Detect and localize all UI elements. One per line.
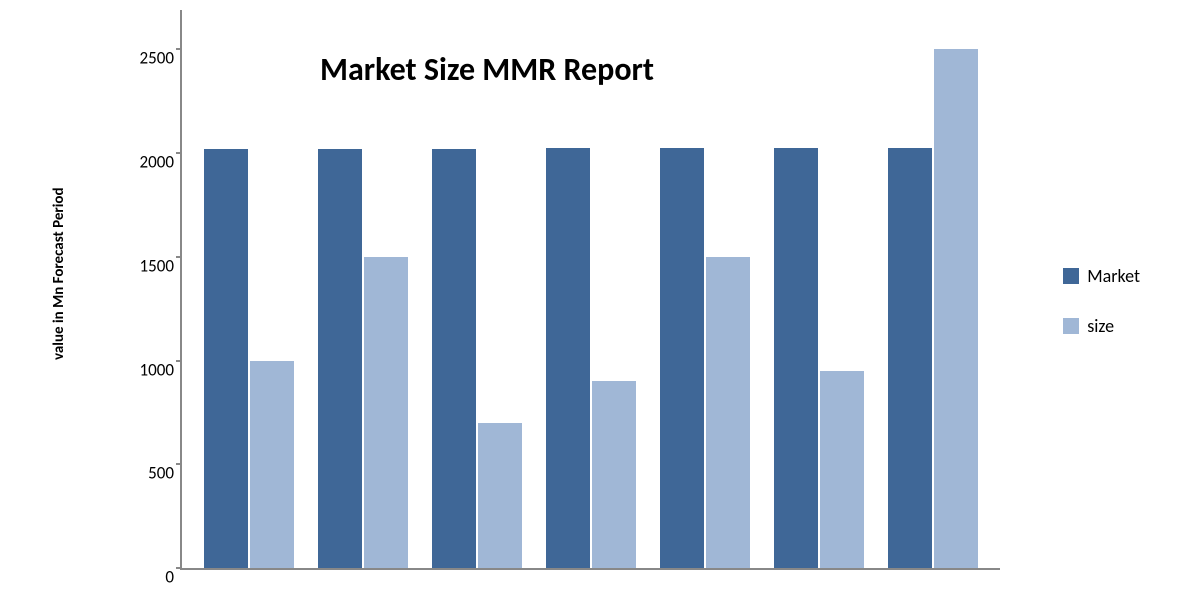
bar-size [934,49,978,568]
bar-market [432,149,476,568]
y-tick-label: 1500 [140,255,174,276]
bar-size [364,257,408,568]
bar-size [820,371,864,568]
bar-market [774,148,818,568]
bar-group [876,10,990,568]
legend-swatch [1063,318,1079,334]
bar-market [888,148,932,568]
y-tick-mark [176,48,182,50]
legend: Market size [1063,265,1140,365]
bar-group [648,10,762,568]
y-tick-mark [176,256,182,258]
legend-item: size [1063,315,1140,337]
legend-item: Market [1063,265,1140,287]
bar-group [420,10,534,568]
y-tick-mark [176,360,182,362]
y-tick-label: 1000 [140,359,174,380]
bar-size [478,423,522,568]
legend-label: size [1087,315,1114,337]
bar-size [592,381,636,568]
y-tick-label: 2000 [140,152,174,173]
y-tick-mark [176,567,182,569]
y-tick-label: 2500 [140,48,174,69]
bar-market [546,148,590,568]
chart-title: Market Size MMR Report [320,50,654,89]
legend-label: Market [1087,265,1140,287]
chart-container: 05001000150020002500 Market Size MMR Rep… [0,0,1200,600]
y-tick-label: 500 [148,463,174,484]
bar-market [318,149,362,568]
bars-area [182,10,1000,568]
plot-area: 05001000150020002500 [180,10,1000,570]
bar-group [306,10,420,568]
y-tick-label: 0 [165,567,174,588]
bar-market [660,148,704,568]
y-tick-mark [176,152,182,154]
bar-size [706,257,750,568]
y-axis-label: value in Mn Forecast Period [50,187,68,360]
legend-swatch [1063,268,1079,284]
bar-market [204,149,248,568]
bar-size [250,361,294,568]
bar-group [534,10,648,568]
y-tick-mark [176,463,182,465]
bar-group [762,10,876,568]
bar-group [192,10,306,568]
